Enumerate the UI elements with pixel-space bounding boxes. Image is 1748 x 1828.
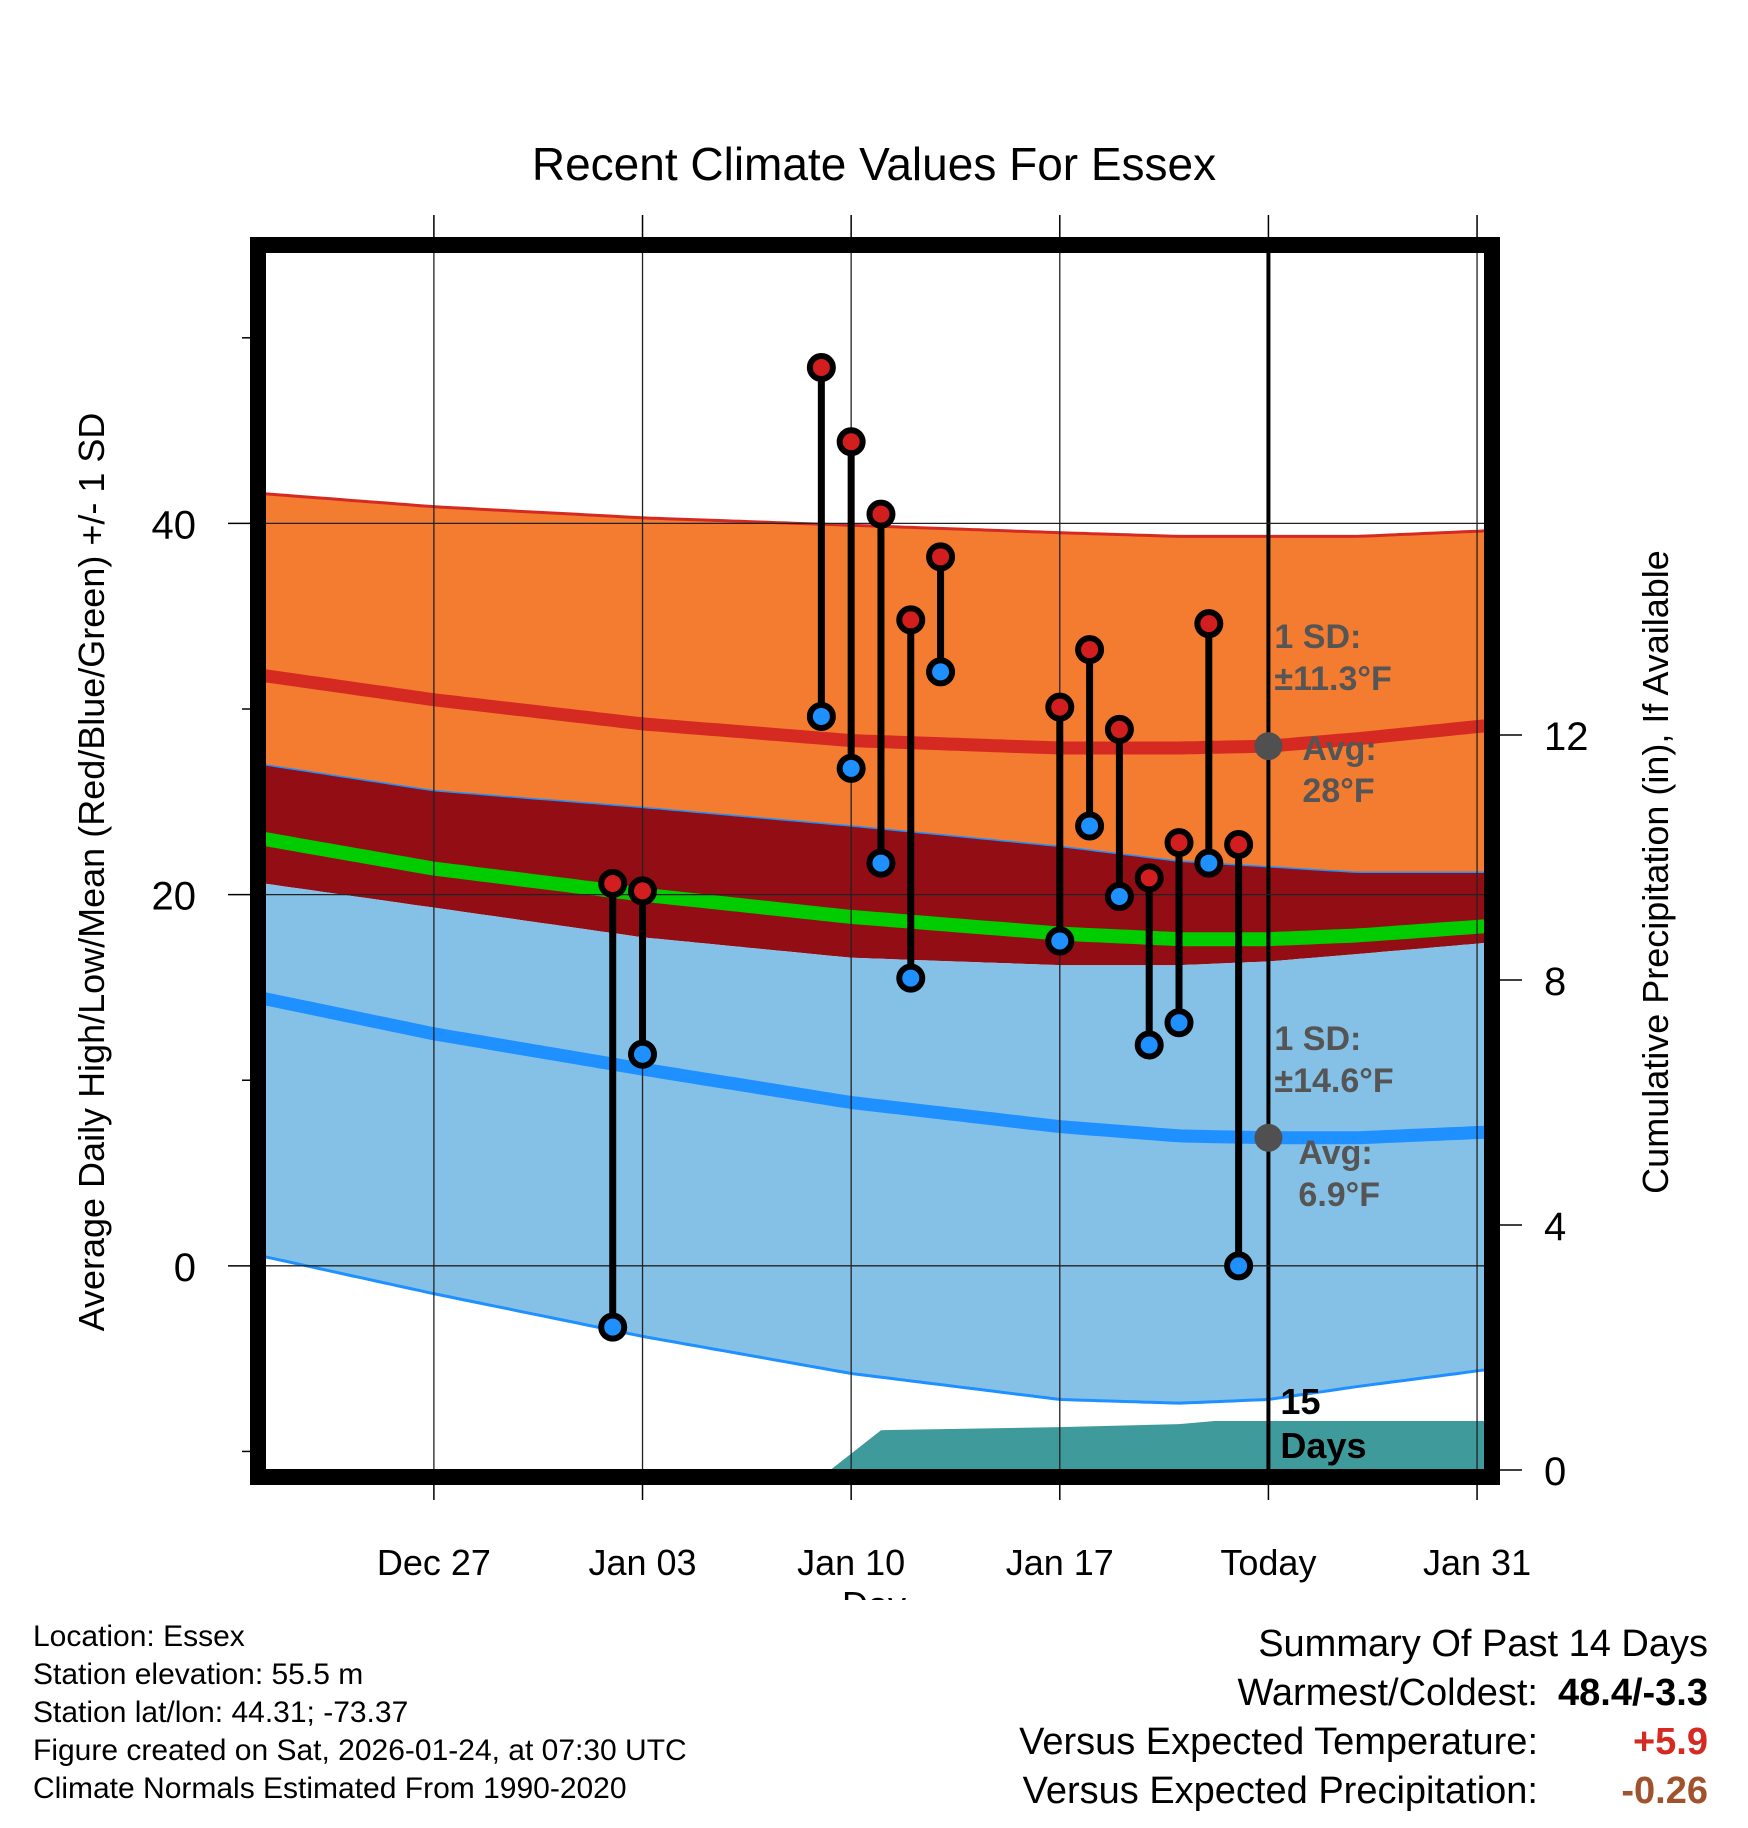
x-tick-label: Today (1220, 1542, 1316, 1583)
low-lower-line (264, 1255, 1486, 1405)
observed-low-point (896, 963, 926, 993)
climate-chart: Recent Climate Values For Essex Dec 27 Ja… (71, 138, 1676, 1600)
daily-mean-line (264, 832, 1486, 947)
x-tick-label: Jan 31 (1423, 1542, 1531, 1583)
observed-high-point (1045, 692, 1075, 722)
observed-low-point (1194, 848, 1224, 878)
station-info: Location: Essex Station elevation: 55.5 … (33, 1618, 687, 1808)
summary-precip-row: Versus Expected Precipitation: -0.26 (1019, 1767, 1708, 1816)
warmest-value: 48.4/-3.3 (1558, 1672, 1708, 1714)
observed-high-point (806, 353, 836, 382)
observed-high-point (896, 605, 926, 635)
observed-low-point (1134, 1030, 1164, 1060)
plot-frame (250, 237, 1500, 1485)
observed-low-point (866, 848, 896, 878)
high-avg-label: Avg: (1302, 730, 1376, 768)
summary-panel: Summary Of Past 14 Days Warmest/Coldest:… (1019, 1620, 1708, 1816)
today-high-avg-marker (1254, 732, 1283, 761)
observed-high-point (598, 868, 628, 898)
observed-low-point (1224, 1251, 1254, 1281)
summary-title: Summary Of Past 14 Days (1258, 1623, 1708, 1665)
observed-low-point (926, 657, 956, 687)
low-avg-label: Avg: (1298, 1134, 1372, 1172)
chart-title: Recent Climate Values For Essex (532, 138, 1216, 190)
y-right-tick-label: 0 (1544, 1450, 1566, 1494)
observed-high-point (1134, 863, 1164, 893)
precip-value: -0.26 (1621, 1770, 1708, 1812)
x-axis-label: Day (842, 1584, 906, 1600)
observed-low-point (1164, 1008, 1194, 1038)
temp-value: +5.9 (1632, 1721, 1708, 1763)
observed-high-point (1104, 714, 1134, 744)
high-sd-value: ±11.3°F (1274, 660, 1391, 698)
info-normals: Climate Normals Estimated From 1990-2020 (33, 1772, 627, 1805)
observed-high-point (628, 876, 658, 906)
info-location: Location: Essex (33, 1620, 245, 1653)
y-right-tick-label: 4 (1544, 1205, 1566, 1249)
warmest-label: Warmest/Coldest: (1237, 1672, 1538, 1714)
observed-high-point (1164, 828, 1194, 858)
summary-temp-row: Versus Expected Temperature: +5.9 (1019, 1718, 1708, 1767)
x-tick-label: Jan 03 (588, 1542, 696, 1583)
observed-low-point (1045, 926, 1075, 956)
observed-low-point (1075, 811, 1105, 841)
precip-label: Versus Expected Precipitation: (1022, 1770, 1538, 1812)
y-axis-label-right: Cumulative Precipitation (in), If Availa… (1635, 550, 1676, 1194)
summary-warmest-row: Warmest/Coldest: 48.4/-3.3 (1019, 1669, 1708, 1718)
info-elevation: Station elevation: 55.5 m (33, 1658, 364, 1691)
high-sd-label: 1 SD: (1274, 618, 1361, 656)
info-latlon: Station lat/lon: 44.31; -73.37 (33, 1696, 409, 1729)
observed-high-point (1194, 609, 1224, 639)
observed-high-point (866, 499, 896, 529)
days-count-unit: Days (1280, 1425, 1366, 1466)
observed-high-point (1224, 830, 1254, 860)
high-sd-band (264, 493, 1486, 873)
info-created: Figure created on Sat, 2026-01-24, at 07… (33, 1734, 687, 1767)
low-sd-value: ±14.6°F (1274, 1062, 1393, 1100)
observed-high-point (926, 542, 956, 572)
low-avg-value: 6.9°F (1298, 1176, 1380, 1214)
observed-high-point (1075, 635, 1105, 665)
y-left-tick-label: 20 (152, 875, 197, 919)
observed-low-point (836, 753, 866, 783)
y-right-tick-label: 12 (1544, 715, 1589, 759)
x-tick-label: Jan 10 (797, 1542, 905, 1583)
y-axis-label-left: Average Daily High/Low/Mean (Red/Blue/Gr… (71, 413, 112, 1332)
x-tick-label: Jan 17 (1006, 1542, 1114, 1583)
x-tick-label: Dec 27 (377, 1542, 491, 1583)
observed-low-point (1104, 881, 1134, 911)
observed-low-point (598, 1312, 628, 1342)
temp-label: Versus Expected Temperature: (1019, 1721, 1538, 1763)
observed-low-point (806, 701, 836, 731)
high-lower-line (264, 763, 1486, 874)
precip-area (830, 1421, 1486, 1470)
today-low-avg-marker (1254, 1123, 1283, 1152)
y-left-tick-label: 40 (152, 503, 197, 547)
low-sd-label: 1 SD: (1274, 1020, 1361, 1058)
days-count-label: 15 (1280, 1381, 1320, 1422)
observed-low-point (628, 1039, 658, 1069)
y-right-tick-label: 8 (1544, 960, 1566, 1004)
y-left-tick-label: 0 (174, 1246, 196, 1290)
observed-high-point (836, 427, 866, 457)
high-avg-value: 28°F (1302, 772, 1374, 810)
